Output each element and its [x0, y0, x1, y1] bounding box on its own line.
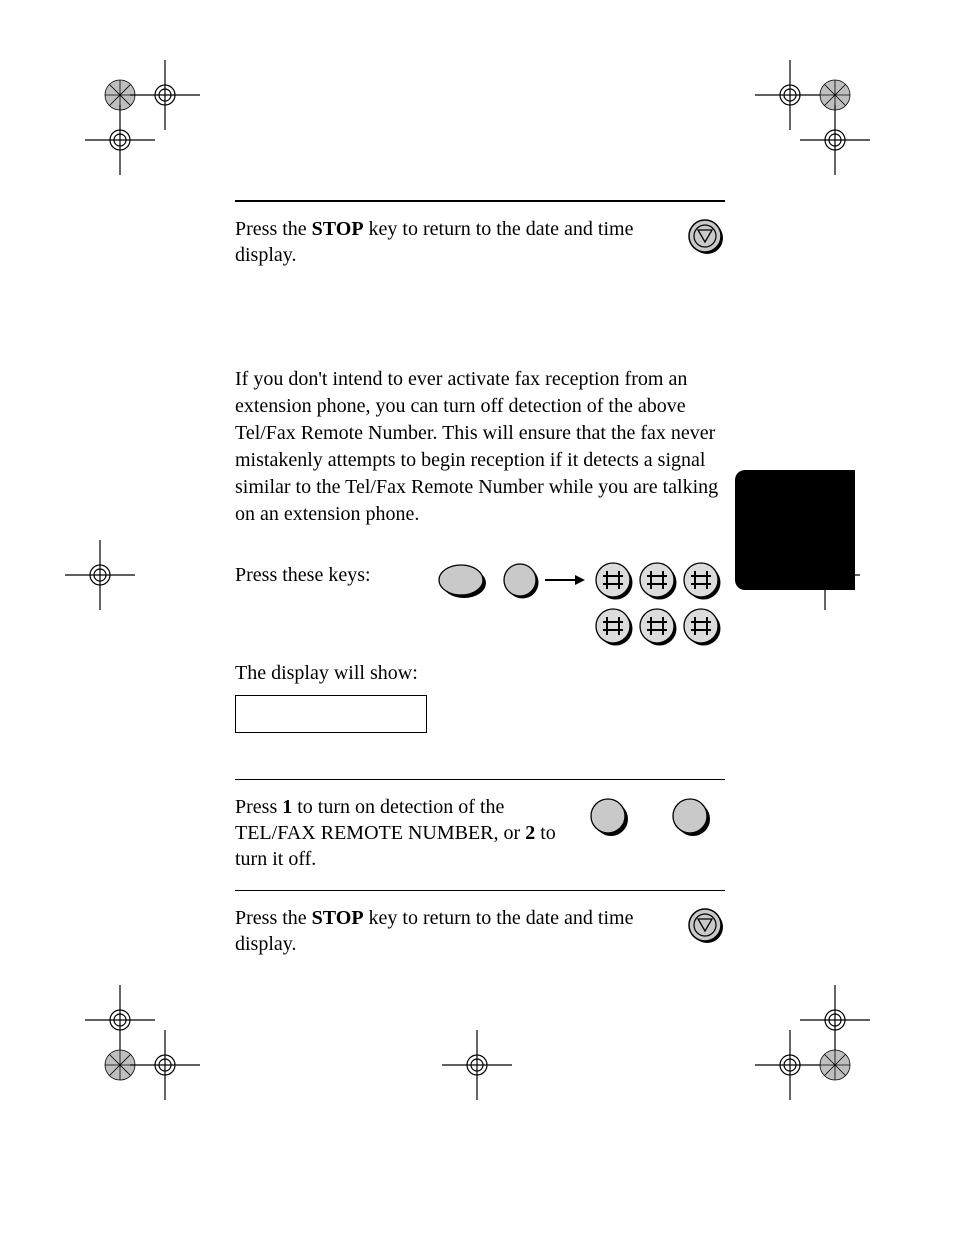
- step-text: Press the STOP key to return to the date…: [235, 905, 665, 957]
- text-bold: STOP: [312, 218, 364, 240]
- text: Press: [235, 796, 282, 818]
- one-two-keys-graphic: [585, 794, 725, 840]
- step-block: Press the STOP key to return to the date…: [235, 202, 725, 286]
- display-box: [235, 695, 427, 733]
- key-sequence-graphic: [435, 558, 725, 658]
- text: Press the: [235, 218, 312, 240]
- side-tab: [735, 470, 855, 590]
- step-block: Press 1 to turn on detection of the TEL/…: [235, 780, 725, 890]
- display-show-label: The display will show:: [235, 662, 725, 685]
- intro-paragraph: If you don't intend to ever activate fax…: [235, 366, 725, 528]
- text-bold: STOP: [312, 907, 364, 929]
- press-keys-label: Press these keys:: [235, 558, 425, 587]
- stop-icon: [685, 216, 725, 256]
- text-bold: 1: [282, 796, 292, 818]
- text: Press the: [235, 907, 312, 929]
- stop-key-graphic: [685, 905, 725, 945]
- step-text: Press the STOP key to return to the date…: [235, 216, 665, 268]
- stop-key-graphic: [685, 216, 725, 256]
- step-block: Press the STOP key to return to the date…: [235, 891, 725, 975]
- step-text: Press 1 to turn on detection of the TEL/…: [235, 794, 565, 872]
- press-keys-block: Press these keys:: [235, 558, 725, 739]
- text-bold: 2: [525, 822, 535, 844]
- stop-icon: [685, 905, 725, 945]
